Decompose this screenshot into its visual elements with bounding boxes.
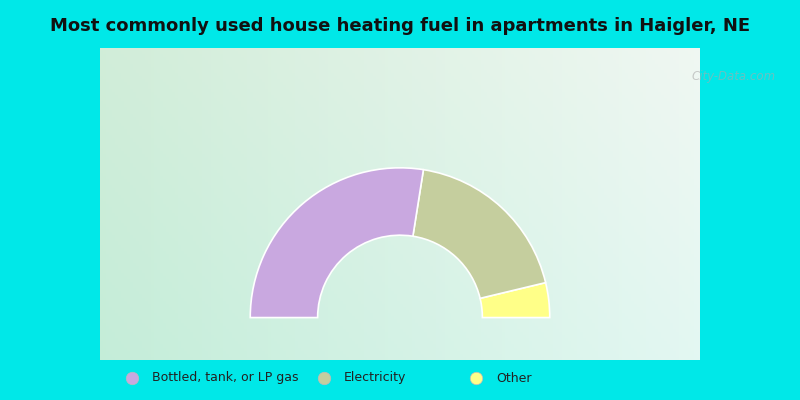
Text: Bottled, tank, or LP gas: Bottled, tank, or LP gas [152, 372, 298, 384]
Wedge shape [413, 170, 546, 298]
Text: Most commonly used house heating fuel in apartments in Haigler, NE: Most commonly used house heating fuel in… [50, 17, 750, 35]
Text: Other: Other [496, 372, 531, 384]
Text: City-Data.com: City-Data.com [692, 70, 776, 83]
Text: Electricity: Electricity [344, 372, 406, 384]
Wedge shape [480, 283, 550, 318]
Wedge shape [250, 168, 423, 318]
